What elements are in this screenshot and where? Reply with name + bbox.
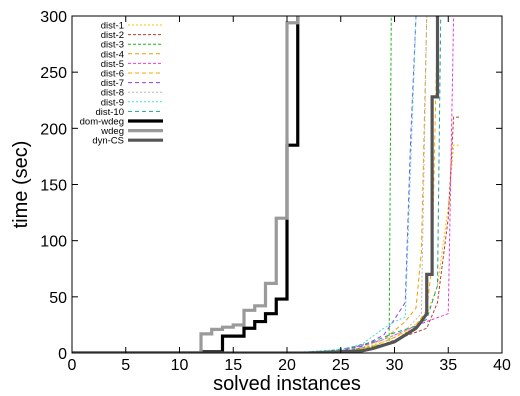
x-axis-label: solved instances	[213, 373, 361, 395]
series-line-dist-6	[72, 16, 438, 353]
legend-label: dist-6	[101, 69, 124, 80]
axis-ticks: 0 5 10 15 20 25 30 35 40 0 50 100 150 200 250 300	[40, 9, 511, 374]
legend-label: dist-3	[101, 40, 124, 51]
x-tick-label: 0	[68, 357, 77, 374]
x-tick-label: 40	[493, 357, 511, 374]
legend-label: dist-9	[101, 97, 124, 108]
y-tick-label: 0	[58, 346, 67, 363]
x-tick-label: 10	[171, 357, 189, 374]
y-tick-label: 200	[40, 121, 67, 138]
legend-label: dist-5	[101, 59, 124, 70]
y-tick-label: 100	[40, 234, 67, 251]
x-tick-label: 35	[439, 357, 457, 374]
legend-label: dist-2	[101, 30, 124, 41]
y-tick-label: 300	[40, 9, 67, 26]
legend-label: dist-1	[101, 21, 124, 32]
x-tick-label: 25	[332, 357, 350, 374]
series-line-dist-10	[72, 16, 442, 353]
x-tick-label: 30	[386, 357, 404, 374]
legend-label: dist-4	[101, 49, 124, 60]
y-tick-label: 50	[49, 290, 67, 307]
y-tick-label: 250	[40, 65, 67, 82]
legend-label: dist-7	[101, 78, 124, 89]
legend-label: dom-wdeg	[80, 117, 124, 128]
legend-label: dist-10	[95, 107, 124, 118]
legend-label: dist-8	[101, 88, 124, 99]
legend: dist-1dist-2dist-3dist-4dist-5dist-6dist…	[80, 21, 163, 147]
x-tick-label: 20	[278, 357, 296, 374]
x-tick-label: 5	[121, 357, 130, 374]
series-line-dist-4	[72, 16, 428, 353]
series-line-dist-5	[72, 16, 455, 353]
legend-label: wdeg	[100, 126, 124, 137]
series-line-dist-8	[72, 16, 428, 353]
legend-label: dyn-CS	[92, 136, 124, 147]
series-line-wdeg	[72, 16, 300, 353]
series-line-dyn-CS	[72, 16, 440, 353]
x-tick-label: 15	[224, 357, 242, 374]
y-tick-label: 150	[40, 178, 67, 195]
y-axis-label: time (sec)	[10, 141, 32, 229]
plot-lines	[72, 16, 459, 353]
